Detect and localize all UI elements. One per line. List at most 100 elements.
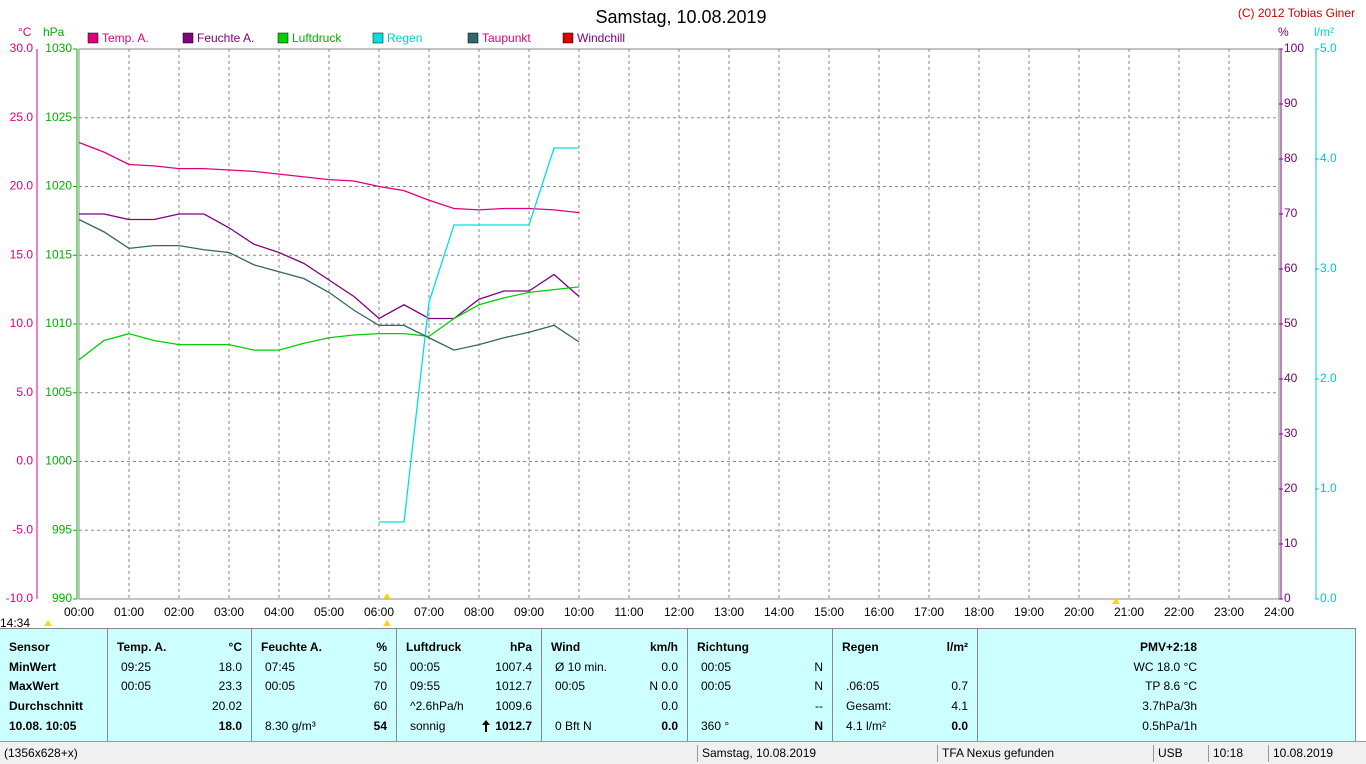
y3-tick-label: 60 [1284,261,1298,275]
x-tick-label: 24:00 [1264,605,1294,619]
y3-tick-label: 30 [1284,426,1298,440]
cell-label: Gesamt: [846,699,892,713]
cell-value: 20.02 [211,699,242,713]
x-tick-label: 01:00 [114,605,144,619]
cell-label: 8.30 g/m³ [265,719,316,733]
cell-label: 10.08. 10:05 [9,719,77,733]
cell-value: 23.3 [218,679,242,693]
x-tick-label: 16:00 [864,605,894,619]
column-title: Sensor [9,640,50,654]
y4-tick-label: 3.0 [1320,261,1337,275]
cell-value: 60 [373,699,387,713]
y3-tick-label: 80 [1284,151,1298,165]
x-tick-label: 21:00 [1114,605,1144,619]
cell-value: 0.0 [661,719,678,733]
cell-value: 1012.7 [495,679,532,693]
cell-value: TP 8.6 °C [1145,679,1197,693]
cell-label: 07:45 [265,660,296,674]
column-unit: °C [228,640,242,654]
column-title: Regen [842,640,879,654]
cell-value: N 0.0 [649,679,678,693]
x-tick-label: 03:00 [214,605,244,619]
x-tick-label: 09:00 [514,605,544,619]
cell-label: 4.1 l/m² [846,719,887,733]
cell-label: Ø 10 min. [555,660,608,674]
y-tick-label: 20.0 [10,179,34,193]
y-tick-label: 30.0 [10,41,34,55]
cell-label: ^2.6hPa/h [410,699,464,713]
info-panel: Sensor MinWert MaxWert Durchschnitt 10.08. 1… [0,628,1356,742]
y4-tick-label: 2.0 [1320,371,1337,385]
x-tick-label: 19:00 [1014,605,1044,619]
chart-title: Samstag, 10.08.2019 [595,7,766,27]
x-tick-label: 07:00 [414,605,444,619]
panel-column: Regen l/m² .06:05 0.7 Gesamt: 4.1 4.1 l/m² 0.0 [833,629,978,742]
cell-value: 70 [373,679,387,693]
cell-value: 1007.4 [495,660,532,674]
status-cell: TFA Nexus gefunden [937,745,1152,762]
legend-label: Luftdruck [292,31,342,45]
series-line [379,147,579,523]
column-title: Temp. A. [117,640,167,654]
cell-label: 09:55 [410,679,441,693]
panel-column: Sensor MinWert MaxWert Durchschnitt 10.08. 1… [0,629,108,742]
y3-tick-label: 40 [1284,371,1298,385]
y2-tick-label: 1000 [45,454,72,468]
column-unit: km/h [649,640,678,654]
x-tick-label: 05:00 [314,605,344,619]
legend-swatch [182,32,194,44]
corner-time: 14:34 [0,616,30,628]
legend-label: Taupunkt [482,31,531,45]
cell-label: 360 ° [701,719,730,733]
y4-tick-label: 4.0 [1320,151,1337,165]
cell-value: WC 18.0 °C [1133,660,1197,674]
column-title: Feuchte A. [261,640,322,654]
cell-value: 1009.6 [495,699,532,713]
cell-value: 0.0 [661,660,678,674]
x-tick-label: 00:00 [64,605,94,619]
cell-value: N [814,679,823,693]
y2-tick-label: 1025 [45,110,72,124]
legend-swatch [562,32,574,44]
cell-value: N [814,719,823,733]
status-bar: (1356x628+x) Samstag, 10.08.2019 TFA Nexus… [0,741,1366,764]
x-tick-label: 02:00 [164,605,194,619]
cell-value: 54 [373,719,387,733]
y2-tick-label: 990 [52,591,72,605]
cell-label: 00:05 [555,679,586,693]
cell-label: 00:05 [701,679,732,693]
cell-value: 0.7 [951,679,968,693]
cell-value: 1012.7 [495,719,532,733]
legend-label: Temp. A. [102,31,149,45]
x-tick-label: 04:00 [264,605,294,619]
legend-swatch [277,32,289,44]
x-tick-label: 18:00 [964,605,994,619]
cell-label: MaxWert [9,679,59,693]
series-line [78,141,580,214]
y2-tick-label: 1015 [45,247,72,261]
cell-label: Durchschnitt [9,699,84,713]
x-tick-label: 12:00 [664,605,694,619]
series-line [78,286,580,361]
y-tick-label: -10.0 [6,591,34,605]
y4-tick-label: 5.0 [1320,41,1337,55]
legend-swatch [467,32,479,44]
legend-swatch [87,32,99,44]
cell-label: 00:05 [265,679,296,693]
x-tick-label: 20:00 [1064,605,1094,619]
trend-arrow [482,720,490,732]
cell-label: 00:05 [701,660,732,674]
legend-swatch [372,32,384,44]
y2-tick-label: 1020 [45,179,72,193]
cell-value: -- [815,699,823,713]
cell-label: 00:05 [410,660,441,674]
y3-tick-label: 0 [1284,591,1291,605]
y2-unit: hPa [43,25,65,39]
cell-label: 00:05 [121,679,152,693]
status-cell: (1356x628+x) [4,746,78,760]
panel-column: Richtung 00:05 N 00:05 N -- 360 ° N [688,629,833,742]
cell-value: 50 [373,660,387,674]
y-unit: °C [18,25,32,39]
panel-column: Feuchte A.% 07:45 50 00:05 70 60 8.30 g/m³ 54 [252,629,397,742]
